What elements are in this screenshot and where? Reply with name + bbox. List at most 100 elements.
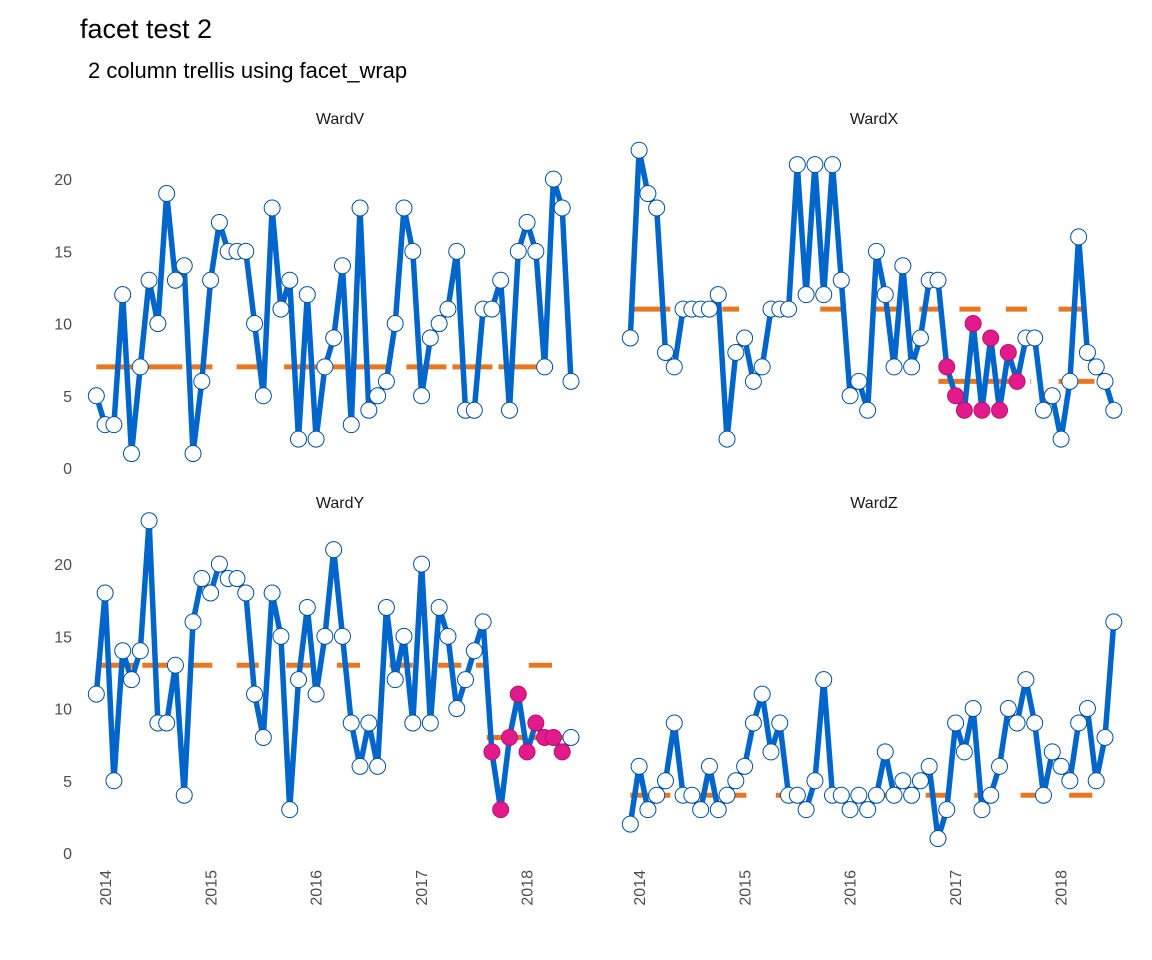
data-point	[395, 199, 413, 217]
highlight-point	[483, 743, 501, 761]
highlight-point	[947, 387, 965, 405]
data-point	[281, 271, 299, 289]
data-point	[562, 372, 580, 390]
data-point	[536, 358, 554, 376]
data-point	[351, 757, 369, 775]
data-point	[727, 772, 745, 790]
data-point	[700, 757, 718, 775]
data-point	[325, 329, 343, 347]
highlight-point	[518, 743, 536, 761]
data-point	[421, 329, 439, 347]
highlight-point	[1008, 372, 1026, 390]
data-point	[1043, 387, 1061, 405]
x-tick-label: 2016	[309, 870, 326, 906]
data-point	[1008, 714, 1026, 732]
data-point	[430, 315, 448, 333]
data-point	[920, 757, 938, 775]
data-point	[780, 300, 798, 318]
data-point	[386, 315, 404, 333]
data-point	[254, 387, 272, 405]
data-point	[630, 757, 648, 775]
data-point	[202, 584, 220, 602]
data-point	[500, 401, 518, 419]
data-point	[1026, 329, 1044, 347]
data-point	[465, 642, 483, 660]
data-point	[184, 613, 202, 631]
data-point	[386, 671, 404, 689]
data-point	[254, 728, 272, 746]
data-point	[1034, 786, 1052, 804]
data-point	[1087, 772, 1105, 790]
highlight-point	[964, 315, 982, 333]
data-point	[404, 714, 422, 732]
data-point	[1017, 671, 1035, 689]
data-point	[131, 358, 149, 376]
strip-label: WardZ	[850, 495, 898, 512]
highlight-point	[553, 743, 571, 761]
strip-label: WardX	[850, 111, 899, 128]
data-point	[859, 401, 877, 419]
data-point	[210, 555, 228, 573]
data-point	[404, 242, 422, 260]
data-point	[1052, 757, 1070, 775]
data-point	[281, 801, 299, 819]
data-point	[1043, 743, 1061, 761]
data-point	[683, 786, 701, 804]
data-point	[290, 430, 308, 448]
data-point	[369, 757, 387, 775]
data-point	[439, 627, 457, 645]
data-point	[421, 714, 439, 732]
series-line	[627, 147, 1117, 442]
data-point	[342, 416, 360, 434]
y-tick-label: 10	[54, 702, 72, 719]
y-tick-label: 10	[54, 317, 72, 334]
x-tick-label: 2014	[98, 870, 115, 906]
data-point	[1078, 343, 1096, 361]
data-point	[947, 714, 965, 732]
data-point	[237, 242, 255, 260]
data-point	[140, 512, 158, 530]
data-point	[544, 170, 562, 188]
data-point	[806, 156, 824, 174]
data-point	[955, 743, 973, 761]
panel-wardv: WardV 0 5 10 15 20	[54, 111, 580, 478]
y-tick-label: 5	[63, 774, 72, 791]
data-point	[360, 714, 378, 732]
data-point	[483, 300, 501, 318]
data-point	[237, 584, 255, 602]
data-point	[1087, 358, 1105, 376]
data-point	[718, 786, 736, 804]
data-point	[736, 329, 754, 347]
data-point	[1096, 728, 1114, 746]
chart-title: facet test 2	[80, 14, 212, 44]
data-point	[1070, 714, 1088, 732]
data-point	[448, 242, 466, 260]
strip-label: WardY	[316, 495, 365, 512]
data-point	[193, 372, 211, 390]
data-point	[166, 271, 184, 289]
data-point	[788, 786, 806, 804]
y-tick-label: 5	[63, 389, 72, 406]
data-point	[991, 757, 1009, 775]
data-point	[158, 185, 176, 203]
x-tick-label: 2015	[203, 870, 220, 906]
data-point	[430, 598, 448, 616]
highlight-point	[982, 329, 1000, 347]
data-point	[656, 772, 674, 790]
y-tick-label: 0	[63, 461, 72, 478]
data-point	[175, 786, 193, 804]
highlight-point	[492, 801, 510, 819]
data-point	[911, 329, 929, 347]
data-point	[832, 271, 850, 289]
data-point	[1034, 401, 1052, 419]
highlight-point	[991, 401, 1009, 419]
data-point	[1078, 700, 1096, 718]
data-point	[630, 141, 648, 159]
data-point	[246, 315, 264, 333]
data-point	[815, 286, 833, 304]
data-point	[228, 570, 246, 588]
data-point	[87, 387, 105, 405]
data-point	[964, 700, 982, 718]
data-point	[1105, 613, 1123, 631]
data-point	[290, 671, 308, 689]
